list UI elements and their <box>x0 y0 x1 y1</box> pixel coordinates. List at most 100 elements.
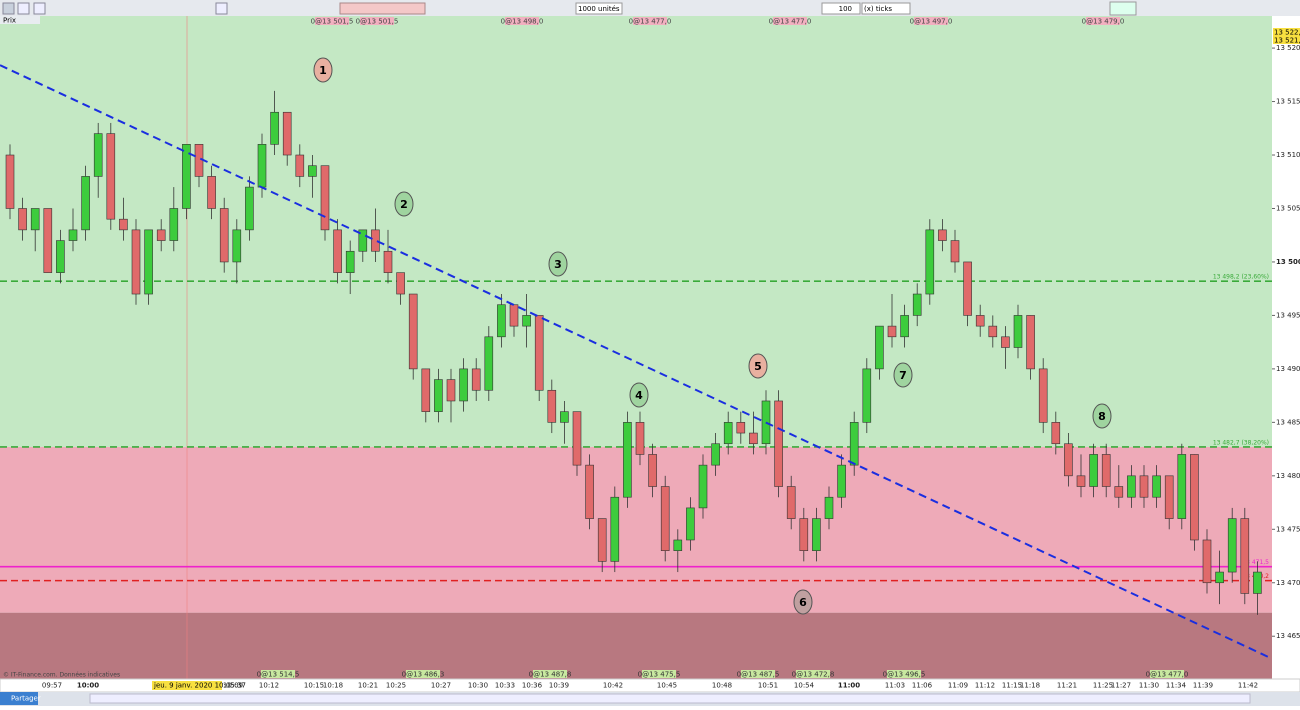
x-tick-label: 11:42 <box>1238 682 1258 690</box>
price-tab[interactable] <box>0 16 40 24</box>
ticks-select[interactable] <box>861 2 911 15</box>
marker-label: 1 <box>319 64 327 77</box>
candle-body <box>635 422 645 455</box>
units-select[interactable] <box>575 2 623 15</box>
y-tick-label: 13 520 <box>1276 44 1300 52</box>
candle-body <box>93 133 103 177</box>
bottom-tag-bg <box>1150 670 1184 678</box>
tool[interactable] <box>33 2 46 15</box>
candle-body <box>660 486 670 551</box>
bottom-tag-bg <box>261 670 295 678</box>
candle-body <box>610 496 620 562</box>
candle-body <box>1152 475 1161 498</box>
candle-body <box>270 111 279 145</box>
candle-body <box>144 229 153 295</box>
candle-body <box>68 229 78 241</box>
candle-body <box>1127 475 1136 498</box>
top-tag: 0@13 497,0 <box>910 18 953 26</box>
candle-body <box>736 422 746 434</box>
zone <box>0 612 1272 679</box>
x-tick-label: 11:03 <box>885 682 905 690</box>
candle-body <box>408 293 418 370</box>
x-tick-label: 10:54 <box>794 682 815 690</box>
chart-type-button[interactable] <box>1109 1 1137 16</box>
candle-body <box>1253 571 1262 594</box>
scrollbar[interactable] <box>89 693 1251 704</box>
candle-body <box>988 325 998 338</box>
tool[interactable] <box>215 2 228 15</box>
candle-body <box>232 229 242 263</box>
candle-body <box>119 218 128 231</box>
candle-body <box>686 507 695 541</box>
x-tick-label: 11:27 <box>1111 682 1131 690</box>
zone <box>0 446 1272 613</box>
y-tick-label: 13 475 <box>1276 525 1300 533</box>
candle-body <box>875 325 884 370</box>
candle-body <box>1177 454 1187 519</box>
marker <box>893 362 913 388</box>
candle-body <box>711 443 720 466</box>
price-tag-bg <box>1273 36 1300 44</box>
top-tag: 0@13 477,0 <box>629 18 672 26</box>
x-tick-label: 10:30 <box>468 682 488 690</box>
tool[interactable] <box>17 2 30 15</box>
candle-body <box>182 144 191 209</box>
price-tag: 13 521,3 <box>1274 37 1300 45</box>
candle-body <box>887 325 897 338</box>
price-tab-label: Prix <box>3 17 16 25</box>
candle-body <box>522 315 531 327</box>
marker <box>748 353 768 379</box>
candle-body <box>56 240 65 273</box>
y-tick-label: 13 515 <box>1276 98 1300 106</box>
candle-body <box>396 272 405 295</box>
marker-label: 5 <box>754 360 762 373</box>
x-tick-label: 10:27 <box>431 682 451 690</box>
tool[interactable] <box>2 2 15 15</box>
candle-body <box>597 518 607 562</box>
bottom-tag-bg <box>642 670 676 678</box>
candle-body <box>371 229 380 252</box>
tool-colors[interactable] <box>339 2 426 15</box>
candle-body <box>1064 443 1073 477</box>
candle-body <box>648 454 657 487</box>
bottom-tag: 0@13 514,5 <box>257 671 300 679</box>
candle-body <box>1202 539 1212 584</box>
x-tick-label: 10:45 <box>657 682 677 690</box>
top-tag: 0@13 501,5 <box>311 18 354 26</box>
candle-body <box>1240 518 1250 594</box>
share-button[interactable] <box>0 692 38 705</box>
top-tag-bg <box>633 17 667 25</box>
candle-body <box>1139 475 1149 498</box>
x-tick-label: 10:21 <box>358 682 378 690</box>
candle-body <box>383 250 393 273</box>
x-tick-label: 11:06 <box>912 682 933 690</box>
candle-body <box>824 496 834 519</box>
bottom-tag: 0@13 472,8 <box>792 671 835 679</box>
candle-body <box>106 133 116 220</box>
candle-body <box>862 368 872 423</box>
x-tick-label: 11:15 <box>1002 682 1022 690</box>
candle-body <box>509 304 519 327</box>
candle-body <box>345 250 355 273</box>
ticks-unit: (x) ticks <box>864 5 892 13</box>
candle-body <box>812 518 821 551</box>
top-tag-bg <box>315 17 349 25</box>
top-tag: 0@13 501,5 <box>356 18 399 26</box>
top-tag: 0@13 479,0 <box>1082 18 1125 26</box>
bottom-tag-bg <box>406 670 440 678</box>
x-tick-label: 11:34 <box>1166 682 1187 690</box>
marker-label: 8 <box>1098 410 1106 423</box>
x-tick-label: 10:51 <box>758 682 778 690</box>
candle-body <box>446 379 456 402</box>
cursor-time-bg <box>152 681 222 690</box>
candle-body <box>207 176 216 209</box>
ticks-input[interactable] <box>821 2 861 15</box>
candle-body <box>5 154 15 209</box>
candle-body <box>1215 571 1224 584</box>
candle-body <box>30 208 40 231</box>
candle-body <box>1026 315 1035 370</box>
marker-label: 2 <box>400 198 408 211</box>
candle-body <box>1076 475 1086 487</box>
